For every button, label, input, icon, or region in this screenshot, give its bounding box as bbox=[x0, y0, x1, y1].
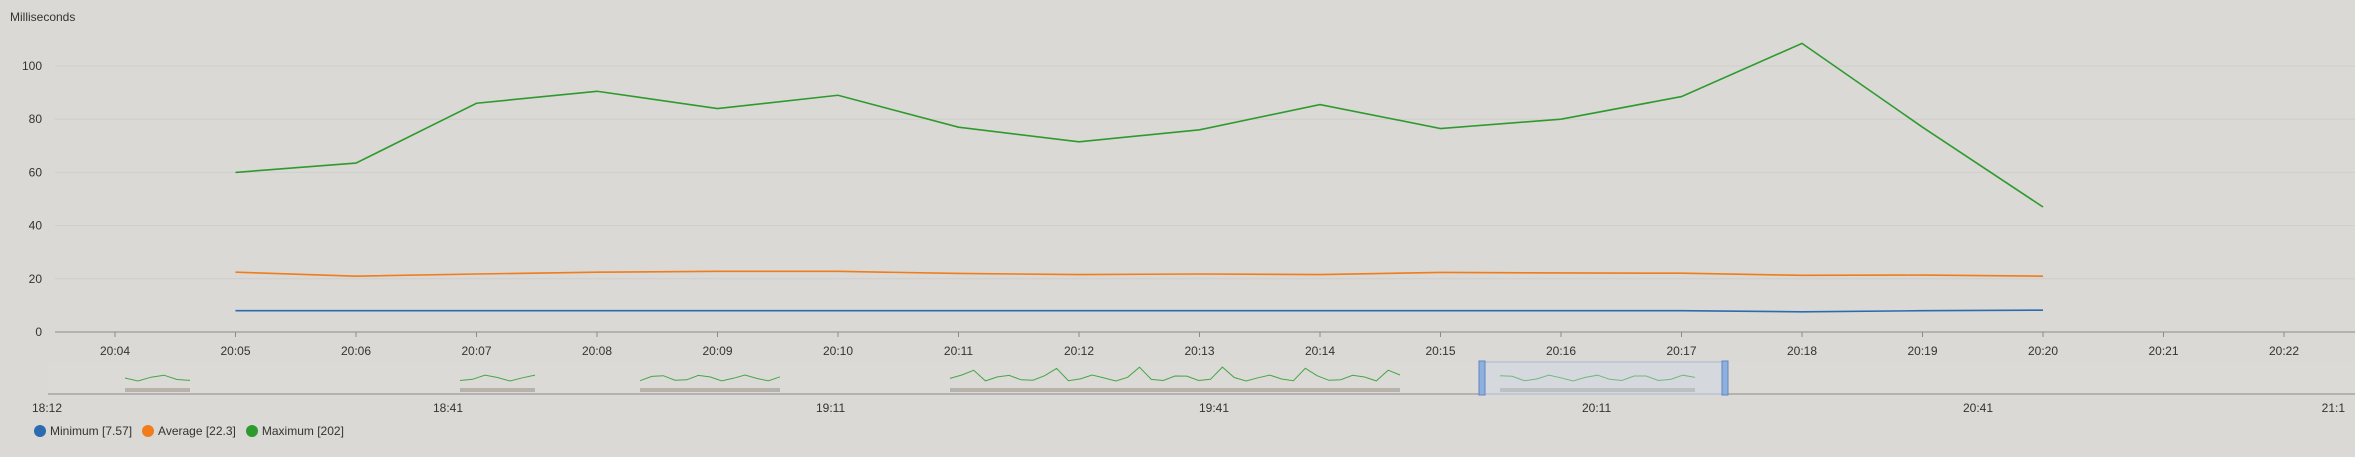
y-tick-label: 0 bbox=[35, 325, 42, 339]
x-tick-label: 20:09 bbox=[702, 344, 732, 358]
time-navigator[interactable]: 18:12 18:41 19:11 19:41 20:11 20:41 21:1 bbox=[32, 361, 2355, 415]
navigator-tick-label: 18:12 bbox=[32, 401, 62, 415]
x-tick-label: 20:19 bbox=[1907, 344, 1937, 358]
x-tick-label: 20:10 bbox=[823, 344, 853, 358]
navigator-handle-right[interactable] bbox=[1722, 361, 1728, 395]
legend-item[interactable]: Average [22.3] bbox=[142, 424, 236, 438]
y-axis-label: Milliseconds bbox=[10, 10, 75, 24]
x-tick-label: 20:14 bbox=[1305, 344, 1335, 358]
legend-item[interactable]: Minimum [7.57] bbox=[34, 424, 132, 438]
navigator-data-band bbox=[460, 388, 535, 392]
x-tick-label: 20:13 bbox=[1184, 344, 1214, 358]
x-tick-label: 20:20 bbox=[2028, 344, 2058, 358]
x-tick-label: 20:15 bbox=[1425, 344, 1455, 358]
x-tick-label: 20:22 bbox=[2269, 344, 2299, 358]
navigator-data-band bbox=[125, 388, 190, 392]
legend-swatch-icon bbox=[142, 425, 154, 437]
legend-item[interactable]: Maximum [202] bbox=[246, 424, 344, 438]
y-tick-label: 40 bbox=[29, 219, 43, 233]
y-tick-label: 20 bbox=[29, 272, 43, 286]
legend-label: Average [22.3] bbox=[158, 424, 236, 438]
y-tick-label: 60 bbox=[29, 165, 43, 179]
legend: Minimum [7.57] Average [22.3] Maximum [202… bbox=[34, 424, 344, 438]
x-tick-label: 20:16 bbox=[1546, 344, 1576, 358]
x-tick-label: 20:04 bbox=[100, 344, 130, 358]
x-tick-label: 20:12 bbox=[1064, 344, 1094, 358]
x-tick-label: 20:07 bbox=[461, 344, 491, 358]
navigator-data-band bbox=[640, 388, 780, 392]
navigator-tick-label: 21:1 bbox=[2322, 401, 2346, 415]
x-tick-label: 20:06 bbox=[341, 344, 371, 358]
navigator-handle-left[interactable] bbox=[1479, 361, 1485, 395]
y-axis: 0 20 40 60 80 100 bbox=[22, 59, 42, 339]
legend-label: Maximum [202] bbox=[262, 424, 344, 438]
x-tick-label: 20:18 bbox=[1787, 344, 1817, 358]
series-line-0 bbox=[236, 310, 2044, 312]
series-line-1 bbox=[236, 271, 2044, 276]
series-lines bbox=[235, 43, 2043, 312]
x-tick-label: 20:08 bbox=[582, 344, 612, 358]
legend-label: Minimum [7.57] bbox=[50, 424, 132, 438]
navigator-tick-label: 18:41 bbox=[433, 401, 463, 415]
navigator-selection[interactable] bbox=[1482, 362, 1725, 394]
navigator-data-band bbox=[950, 388, 1400, 392]
navigator-tick-label: 20:41 bbox=[1963, 401, 1993, 415]
legend-swatch-icon bbox=[246, 425, 258, 437]
y-tick-label: 100 bbox=[22, 59, 42, 73]
x-tick-label: 20:05 bbox=[220, 344, 250, 358]
navigator-tick-label: 19:11 bbox=[816, 401, 845, 415]
y-tick-label: 80 bbox=[29, 112, 43, 126]
x-tick-label: 20:17 bbox=[1666, 344, 1696, 358]
legend-swatch-icon bbox=[34, 425, 46, 437]
navigator-tick-label: 20:11 bbox=[1582, 401, 1611, 415]
grid bbox=[55, 66, 2355, 332]
series-line-2 bbox=[236, 43, 2044, 207]
navigator-tick-label: 19:41 bbox=[1199, 401, 1229, 415]
x-tick-label: 20:21 bbox=[2148, 344, 2178, 358]
x-tick-label: 20:11 bbox=[944, 344, 973, 358]
x-axis: 20:04 20:05 20:06 20:07 20:08 20:09 20:10 20:11… bbox=[100, 332, 2299, 358]
